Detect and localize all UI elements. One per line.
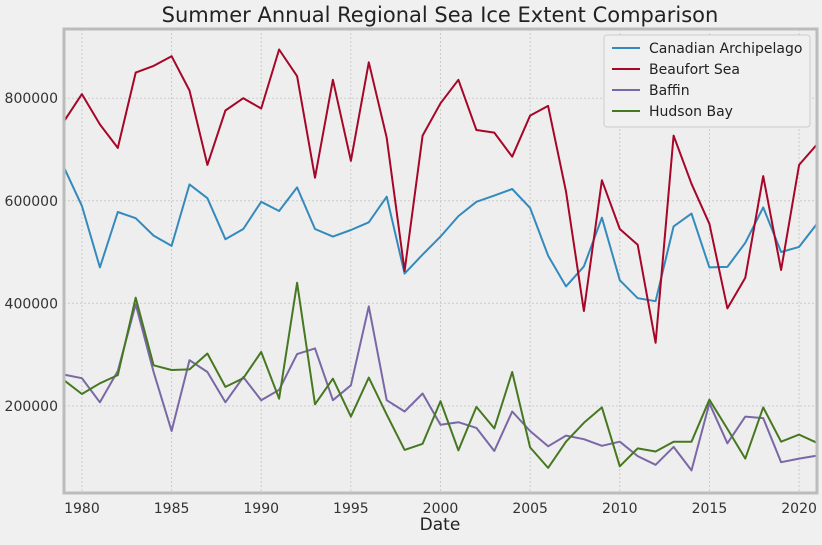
chart-title: Summer Annual Regional Sea Ice Extent Co…: [162, 3, 719, 27]
y-tick-label: 200000: [5, 399, 58, 415]
x-tick-label: 1995: [333, 501, 369, 517]
x-tick-label: 2010: [602, 501, 638, 517]
series-line-baffin: [63, 303, 818, 472]
series-line-canadian-archipelago: [63, 166, 818, 303]
y-tick-label: 400000: [5, 296, 58, 312]
plot-frame: [62, 27, 819, 495]
legend-entry-label: Canadian Archipelago: [649, 41, 802, 57]
x-tick-label: 2000: [423, 501, 459, 517]
x-axis-label: Date: [420, 515, 461, 535]
y-tick-label: 800000: [5, 91, 58, 107]
x-tick-label: 2005: [512, 501, 548, 517]
legend-box: [603, 34, 811, 128]
x-tick-label: 2015: [692, 501, 728, 517]
x-tick-label: 1980: [64, 501, 100, 517]
legend-entry-label: Beaufort Sea: [649, 62, 740, 78]
x-tick-label: 1985: [154, 501, 190, 517]
legend-entry-label: Hudson Bay: [649, 104, 733, 120]
x-tick-label: 1990: [243, 501, 279, 517]
x-axis-ticks: 1980 1985 1990 1995 2000 2005 2010 2015 2020: [64, 501, 817, 517]
series-line-beaufort-sea: [63, 48, 818, 344]
y-axis-ticks: 200000 400000 600000 800000: [5, 91, 58, 415]
y-tick-label: 600000: [5, 194, 58, 210]
legend: Canadian Archipelago Beaufort Sea Baffin Hu…: [603, 34, 811, 128]
series-lines: [63, 48, 818, 472]
series-line-hudson-bay: [63, 281, 818, 469]
legend-entry-label: Baffin: [649, 83, 690, 99]
x-tick-label: 2020: [781, 501, 817, 517]
